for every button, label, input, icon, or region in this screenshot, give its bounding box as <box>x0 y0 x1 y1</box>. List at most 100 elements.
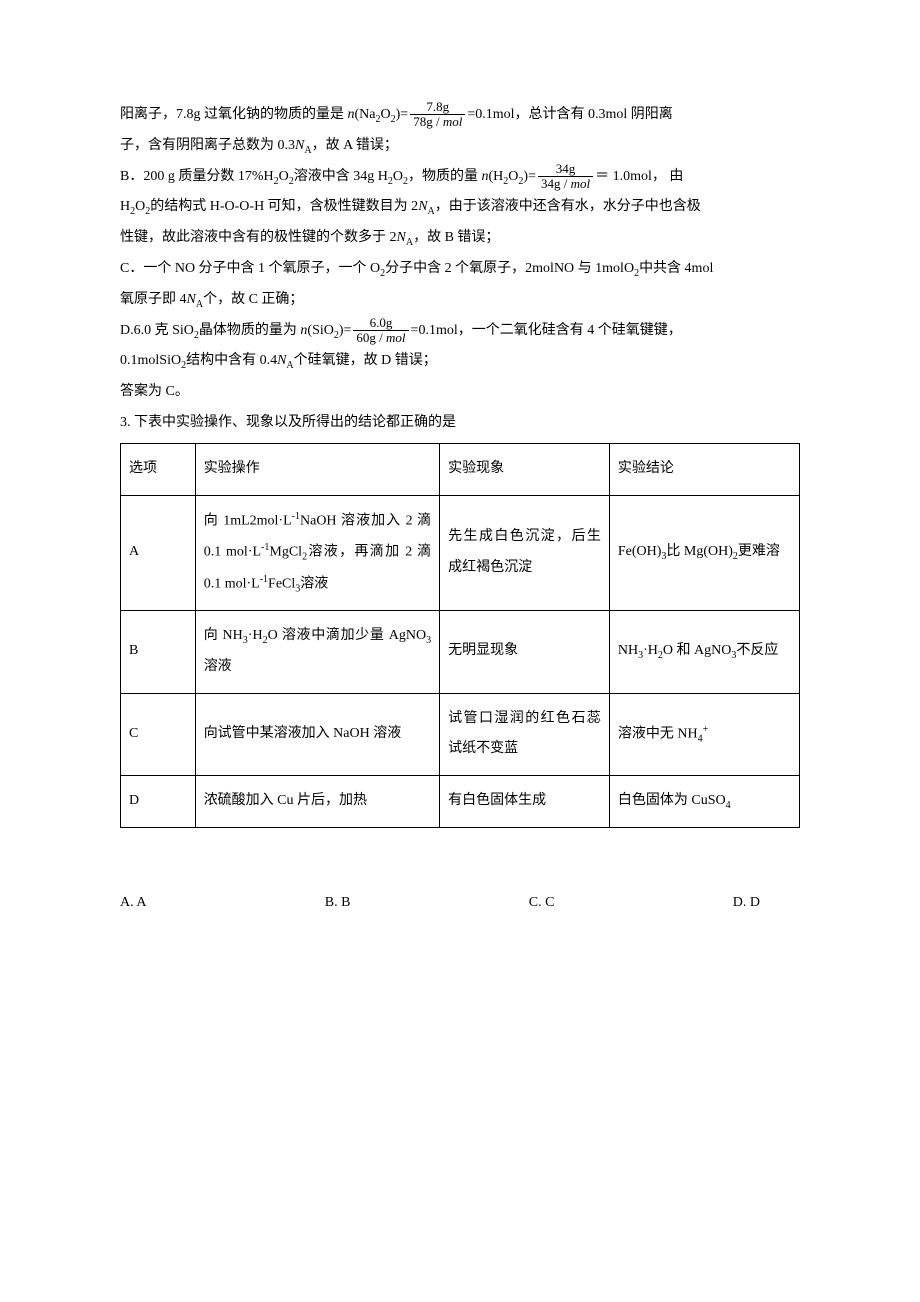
text: O <box>381 107 391 122</box>
subscript: A <box>286 360 293 371</box>
cell-conclusion: 白色固体为 CuSO4 <box>609 776 799 828</box>
text: ，物质的量 <box>408 169 482 184</box>
text: 结构中含有 0.4 <box>186 353 277 368</box>
text: 个硅氧键，故 D 错误； <box>294 353 437 368</box>
text: (SiO <box>307 323 333 338</box>
avogadro-n: N <box>295 138 304 153</box>
cell-option: C <box>121 693 196 776</box>
page-content: 阳离子，7.8g 过氧化钠的物质的量是 n(Na2O2)=7.8g78g / m… <box>0 0 920 999</box>
cell-phenomenon: 先生成白色沉淀，后生成红褐色沉淀 <box>440 495 610 610</box>
cell-phenomenon: 无明显现象 <box>440 610 610 693</box>
text: 子，含有阴阳离子总数为 0.3 <box>120 138 295 153</box>
text: =0.1mol，总计含有 0.3mol 阴阳离 <box>467 107 672 122</box>
cell-conclusion: Fe(OH)3比 Mg(OH)2更难溶 <box>609 495 799 610</box>
header-phenomenon: 实验现象 <box>440 443 610 495</box>
cell-option: A <box>121 495 196 610</box>
option-b: B. B <box>325 888 351 919</box>
table-header-row: 选项 实验操作 实验现象 实验结论 <box>121 443 800 495</box>
paragraph-1: 阳离子，7.8g 过氧化钠的物质的量是 n(Na2O2)=7.8g78g / m… <box>120 100 800 131</box>
text: O <box>135 199 145 214</box>
table-row: D 浓硫酸加入 Cu 片后，加热 有白色固体生成 白色固体为 CuSO4 <box>121 776 800 828</box>
experiment-table: 选项 实验操作 实验现象 实验结论 A 向 1mL2mol·L-1NaOH 溶液… <box>120 443 800 828</box>
text: ＝ 1.0mol， 由 <box>595 169 683 184</box>
text: 答案为 C。 <box>120 384 189 399</box>
fraction-2: 34g34g / mol <box>538 162 593 192</box>
text: 性键，故此溶液中含有的极性键的个数多于 2 <box>120 230 397 245</box>
cell-conclusion: 溶液中无 NH4+ <box>609 693 799 776</box>
var-n: n <box>348 107 355 122</box>
header-option: 选项 <box>121 443 196 495</box>
var-n: n <box>482 169 489 184</box>
cell-operation: 向 1mL2mol·L-1NaOH 溶液加入 2 滴 0.1 mol·L-1Mg… <box>195 495 439 610</box>
subscript: A <box>428 206 435 217</box>
paragraph-2: B．200 g 质量分数 17%H2O2溶液中含 34g H2O2，物质的量 n… <box>120 162 800 193</box>
denominator: 60g / mol <box>353 331 408 345</box>
header-operation: 实验操作 <box>195 443 439 495</box>
text: D.6.0 克 SiO <box>120 323 194 338</box>
subscript: A <box>196 299 203 310</box>
text: ，故 A 错误； <box>312 138 398 153</box>
text: )= <box>396 107 409 122</box>
numerator: 7.8g <box>410 100 465 115</box>
avogadro-n: N <box>397 230 406 245</box>
text: 溶液中含 34g H <box>294 169 388 184</box>
paragraph-4: 性键，故此溶液中含有的极性键的个数多于 2NA，故 B 错误； <box>120 223 800 254</box>
avogadro-n: N <box>418 199 427 214</box>
table-row: A 向 1mL2mol·L-1NaOH 溶液加入 2 滴 0.1 mol·L-1… <box>121 495 800 610</box>
table-row: C 向试管中某溶液加入 NaOH 溶液 试管口湿润的红色石蕊试纸不变蓝 溶液中无… <box>121 693 800 776</box>
denominator: 78g / mol <box>410 115 465 129</box>
option-a: A. A <box>120 888 146 919</box>
text: 阳离子，7.8g 过氧化钠的物质的量是 <box>120 107 348 122</box>
paragraph-10: 3. 下表中实验操作、现象以及所得出的结论都正确的是 <box>120 408 800 439</box>
text: 的结构式 H-O-O-H 可知，含极性键数目为 2 <box>150 199 418 214</box>
text: 分子中含 2 个氧原子，2molNO 与 1molO <box>385 261 634 276</box>
text: 3. 下表中实验操作、现象以及所得出的结论都正确的是 <box>120 415 456 430</box>
paragraph-1b: 子，含有阴阳离子总数为 0.3NA，故 A 错误； <box>120 131 800 162</box>
cell-operation: 向试管中某溶液加入 NaOH 溶液 <box>195 693 439 776</box>
cell-operation: 向 NH3·H2O 溶液中滴加少量 AgNO3溶液 <box>195 610 439 693</box>
cell-operation: 浓硫酸加入 Cu 片后，加热 <box>195 776 439 828</box>
denominator: 34g / mol <box>538 177 593 191</box>
text: O <box>508 169 518 184</box>
cell-phenomenon: 有白色固体生成 <box>440 776 610 828</box>
fraction-3: 6.0g60g / mol <box>353 316 408 346</box>
header-conclusion: 实验结论 <box>609 443 799 495</box>
numerator: 34g <box>538 162 593 177</box>
text: )= <box>523 169 536 184</box>
option-c: C. C <box>529 888 555 919</box>
subscript: A <box>406 237 413 248</box>
text: B．200 g 质量分数 17%H <box>120 169 274 184</box>
paragraph-5: C．一个 NO 分子中含 1 个氧原子，一个 O2分子中含 2 个氧原子，2mo… <box>120 254 800 285</box>
text: ，由于该溶液中还含有水，水分子中也含极 <box>435 199 701 214</box>
table-row: B 向 NH3·H2O 溶液中滴加少量 AgNO3溶液 无明显现象 NH3·H2… <box>121 610 800 693</box>
fraction-1: 7.8g78g / mol <box>410 100 465 130</box>
paragraph-9: 答案为 C。 <box>120 377 800 408</box>
cell-phenomenon: 试管口湿润的红色石蕊试纸不变蓝 <box>440 693 610 776</box>
avogadro-n: N <box>187 292 196 307</box>
text: (H <box>489 169 504 184</box>
cell-conclusion: NH3·H2O 和 AgNO3不反应 <box>609 610 799 693</box>
text: (Na <box>355 107 376 122</box>
option-d: D. D <box>733 888 760 919</box>
paragraph-7: D.6.0 克 SiO2晶体物质的量为 n(SiO2)=6.0g60g / mo… <box>120 316 800 347</box>
text: O <box>279 169 289 184</box>
subscript: A <box>304 145 311 156</box>
text: =0.1mol，一个二氧化硅含有 4 个硅氧键键， <box>411 323 682 338</box>
paragraph-3: H2O2的结构式 H-O-O-H 可知，含极性键数目为 2NA，由于该溶液中还含… <box>120 192 800 223</box>
cell-option: D <box>121 776 196 828</box>
paragraph-8: 0.1molSiO2结构中含有 0.4NA个硅氧键，故 D 错误； <box>120 346 800 377</box>
text: H <box>120 199 130 214</box>
text: 0.1molSiO <box>120 353 181 368</box>
text: O <box>393 169 403 184</box>
text: 个，故 C 正确； <box>203 292 303 307</box>
text: 中共含 4mol <box>639 261 713 276</box>
text: ，故 B 错误； <box>413 230 499 245</box>
text: 晶体物质的量为 <box>199 323 301 338</box>
cell-option: B <box>121 610 196 693</box>
answer-options: A. A B. B C. C D. D <box>120 888 800 919</box>
numerator: 6.0g <box>353 316 408 331</box>
text: 氧原子即 4 <box>120 292 187 307</box>
text: C．一个 NO 分子中含 1 个氧原子，一个 O <box>120 261 380 276</box>
text: )= <box>339 323 352 338</box>
paragraph-6: 氧原子即 4NA个，故 C 正确； <box>120 285 800 316</box>
